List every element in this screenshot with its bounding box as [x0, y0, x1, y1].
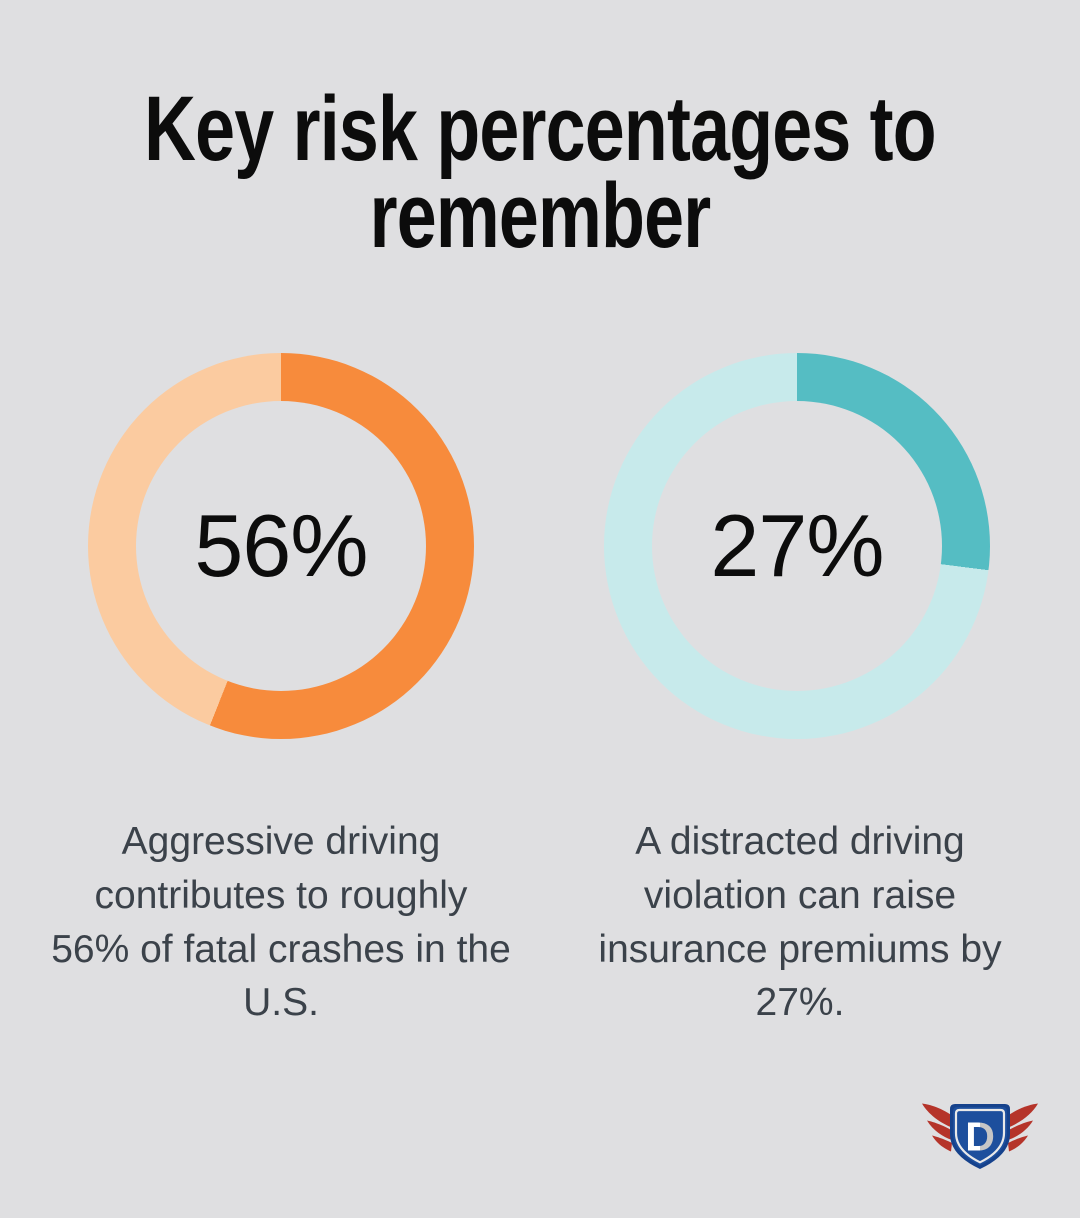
logo-letter: D — [965, 1114, 995, 1160]
shield-icon: D — [950, 1104, 1010, 1169]
donut-chart-aggressive-driving: 56% — [88, 353, 474, 739]
donut-chart-distracted-driving: 27% — [604, 353, 990, 739]
donut-percentage-label: 56% — [194, 496, 368, 595]
caption-distracted-driving: A distracted driving violation can raise… — [598, 820, 1002, 1025]
right-wing-icon — [1006, 1103, 1038, 1152]
left-wing-icon — [922, 1103, 954, 1152]
page-title: Key risk percentages to remember — [144, 78, 936, 268]
donut-percentage-label: 27% — [710, 496, 884, 595]
caption-aggressive-driving: Aggressive driving contributes to roughl… — [51, 820, 511, 1025]
donut-hole — [136, 401, 426, 691]
brand-logo: D — [922, 1103, 1038, 1169]
donut-hole — [652, 401, 942, 691]
